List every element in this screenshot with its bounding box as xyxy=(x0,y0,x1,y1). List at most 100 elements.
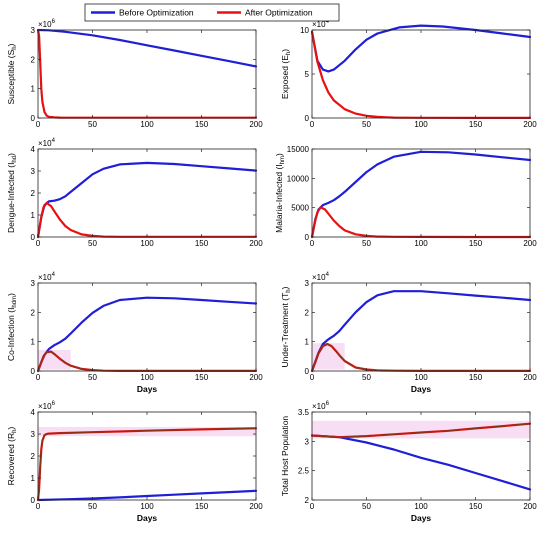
series-before-line xyxy=(36,296,258,373)
y-tick-label: 4 xyxy=(31,408,36,417)
y-tick-label: 5 xyxy=(305,70,310,79)
x-tick-label: 0 xyxy=(36,239,41,248)
x-tick-label: 100 xyxy=(414,120,428,129)
x-tick-label: 0 xyxy=(36,373,41,382)
x-tick-label: 50 xyxy=(362,373,371,382)
y-tick-label: 0 xyxy=(31,496,36,505)
shaded-band xyxy=(38,349,71,370)
x-tick-label: 100 xyxy=(140,120,154,129)
y-exponent-label: ×104 xyxy=(38,138,56,148)
x-tick-label: 50 xyxy=(88,373,97,382)
x-tick-label: 0 xyxy=(36,502,41,511)
panel-3: 0 50 100 150 200 0 1 2 3 4×104 Dengue-Infected (Ih… xyxy=(6,138,263,248)
y-tick-label: 5000 xyxy=(291,204,309,213)
x-tick-label: 150 xyxy=(195,120,209,129)
panel-1: 0 50 100 150 200 0 1 2 3×106 Susceptible (Sh) xyxy=(6,19,263,129)
x-tick-label: 150 xyxy=(469,373,483,382)
y-tick-label: 3.5 xyxy=(298,408,310,417)
x-tick-label: 100 xyxy=(414,373,428,382)
x-tick-label: 150 xyxy=(195,239,209,248)
y-axis-label: Co-Infection (Ihdm) xyxy=(6,293,18,361)
y-exponent-label: ×104 xyxy=(312,272,330,282)
series-before-line xyxy=(310,24,532,73)
y-tick-label: 2 xyxy=(305,308,310,317)
y-tick-label: 2.5 xyxy=(298,467,310,476)
y-tick-label: 3 xyxy=(305,279,310,288)
x-tick-label: 0 xyxy=(310,502,315,511)
x-tick-label: 0 xyxy=(310,120,315,129)
y-axis-label: Susceptible (Sh) xyxy=(6,43,18,104)
y-tick-label: 1 xyxy=(31,338,36,347)
y-axis-label: Malaria-Infected (Ihm) xyxy=(274,153,286,233)
y-tick-label: 0 xyxy=(305,233,310,242)
y-axis-label: Total Host Population xyxy=(280,416,290,497)
x-tick-label: 100 xyxy=(140,373,154,382)
legend-label: After Optimization xyxy=(245,8,313,18)
y-exponent-label: ×106 xyxy=(312,401,330,411)
x-tick-label: 150 xyxy=(469,239,483,248)
panel-4: 0 50 100 150 200 0 5000 10000 15000Malaria-Infec… xyxy=(274,145,537,248)
x-axis-label: Days xyxy=(411,513,432,523)
y-tick-label: 2 xyxy=(31,308,36,317)
x-tick-label: 150 xyxy=(195,373,209,382)
y-tick-label: 15000 xyxy=(287,145,310,154)
y-exponent-label: ×104 xyxy=(312,19,330,29)
x-tick-label: 0 xyxy=(310,239,315,248)
x-tick-label: 100 xyxy=(414,502,428,511)
plot-area xyxy=(312,30,530,118)
x-axis-label: Days xyxy=(411,384,432,394)
y-tick-label: 0 xyxy=(31,114,36,123)
y-tick-label: 3 xyxy=(31,167,36,176)
series-after-overlay-line xyxy=(37,427,257,501)
panel-6: 0 50 100 150 200 0 1 2 3×104 Under-Treatment (Th)… xyxy=(280,272,537,394)
legend: Before Optimization After Optimization xyxy=(84,3,340,22)
y-tick-label: 2 xyxy=(31,189,36,198)
x-tick-label: 200 xyxy=(249,239,263,248)
x-tick-label: 50 xyxy=(362,502,371,511)
y-tick-label: 0 xyxy=(31,233,36,242)
panel-7: 0 50 100 150 200 0 1 2 3 4×106 Recovered (Rh) Days xyxy=(6,401,263,523)
x-tick-label: 50 xyxy=(88,502,97,511)
y-exponent-power: 4 xyxy=(52,138,56,144)
shaded-band xyxy=(312,420,530,439)
y-tick-label: 1 xyxy=(305,338,310,347)
x-tick-label: 200 xyxy=(249,502,263,511)
x-tick-label: 200 xyxy=(523,120,537,129)
plot-area xyxy=(38,30,256,118)
y-tick-label: 4 xyxy=(31,145,36,154)
x-tick-label: 50 xyxy=(362,239,371,248)
x-tick-label: 200 xyxy=(523,373,537,382)
x-tick-label: 200 xyxy=(523,239,537,248)
y-exponent-power: 4 xyxy=(326,272,330,278)
y-tick-label: 1 xyxy=(31,211,36,220)
x-tick-label: 50 xyxy=(88,120,97,129)
x-tick-label: 50 xyxy=(88,239,97,248)
y-exponent-label: ×104 xyxy=(38,272,56,282)
y-axis-label: Recovered (Rh) xyxy=(6,427,18,486)
x-axis-label: Days xyxy=(137,384,158,394)
panel-5: 0 50 100 150 200 0 1 2 3×104 Co-Infection (Ihdm) D… xyxy=(6,272,263,394)
x-axis-label: Days xyxy=(137,513,158,523)
y-axis-label: Exposed (Eh) xyxy=(280,49,292,99)
y-exponent-power: 6 xyxy=(52,19,56,25)
series-before-line xyxy=(36,489,258,502)
y-tick-label: 10 xyxy=(300,26,309,35)
y-tick-label: 1 xyxy=(31,85,36,94)
plot-area xyxy=(38,412,256,500)
x-tick-label: 150 xyxy=(469,502,483,511)
series-after-overlay-line xyxy=(311,423,531,438)
y-axis-label: Dengue-Infected (Ihd) xyxy=(6,153,18,233)
series-before-line xyxy=(310,434,532,491)
x-tick-label: 0 xyxy=(310,373,315,382)
y-tick-label: 3 xyxy=(305,437,310,446)
legend-label: Before Optimization xyxy=(119,8,194,18)
y-exponent-power: 4 xyxy=(52,272,56,278)
panel-8: 0 50 100 150 200 2 2.5 3 3.5×106 Total Host Popul… xyxy=(280,401,537,523)
y-exponent-power: 6 xyxy=(326,401,330,407)
x-tick-label: 150 xyxy=(195,502,209,511)
y-tick-label: 10000 xyxy=(287,174,310,183)
y-tick-label: 0 xyxy=(31,367,36,376)
panel-2: 0 50 100 150 200 0 5 10×104 Exposed (Eh) xyxy=(280,19,537,129)
legend-box xyxy=(84,3,340,22)
